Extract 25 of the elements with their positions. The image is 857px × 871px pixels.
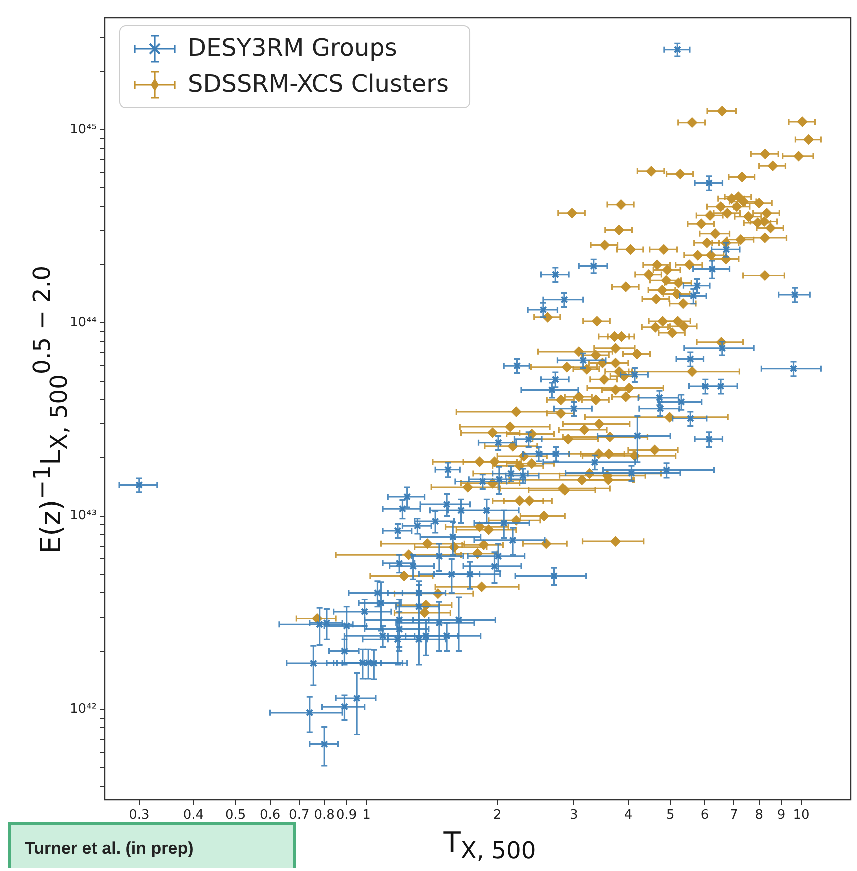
legend-label: DESY3RM Groups bbox=[188, 34, 398, 62]
x-tick-label: 0.3 bbox=[129, 808, 150, 824]
x-tick-label: 2 bbox=[493, 808, 502, 824]
x-tick-label: 7 bbox=[730, 808, 738, 824]
legend-label: SDSSRM-XCS Clusters bbox=[188, 70, 450, 98]
x-tick-label: 0.8 bbox=[314, 808, 335, 824]
x-tick-label: 10 bbox=[793, 808, 810, 824]
x-tick-label: 0.6 bbox=[260, 808, 281, 824]
x-tick-label: 3 bbox=[570, 808, 578, 824]
x-tick-label: 0.4 bbox=[183, 808, 204, 824]
x-tick-label: 0.7 bbox=[289, 808, 310, 824]
y-tick-label: 10⁴⁵ bbox=[70, 122, 97, 138]
y-tick-label: 10⁴² bbox=[70, 702, 97, 717]
x-tick-label: 0.5 bbox=[226, 808, 246, 824]
x-tick-label: 9 bbox=[777, 808, 786, 824]
x-tick-label: 0.9 bbox=[336, 808, 358, 824]
x-axis-title: T$_{X, 500}$ bbox=[442, 826, 538, 865]
y-tick-label: 10⁴⁴ bbox=[70, 316, 97, 331]
y-tick-label: 10⁴³ bbox=[70, 508, 97, 524]
x-tick-label: 4 bbox=[624, 808, 633, 824]
x-tick-label: 5 bbox=[666, 808, 675, 824]
x-tick-label: 6 bbox=[700, 808, 710, 824]
x-tick-label: 1 bbox=[362, 808, 371, 824]
x-tick-label: 8 bbox=[755, 808, 764, 824]
text: Turner et al. (in prep) bbox=[8, 822, 296, 868]
